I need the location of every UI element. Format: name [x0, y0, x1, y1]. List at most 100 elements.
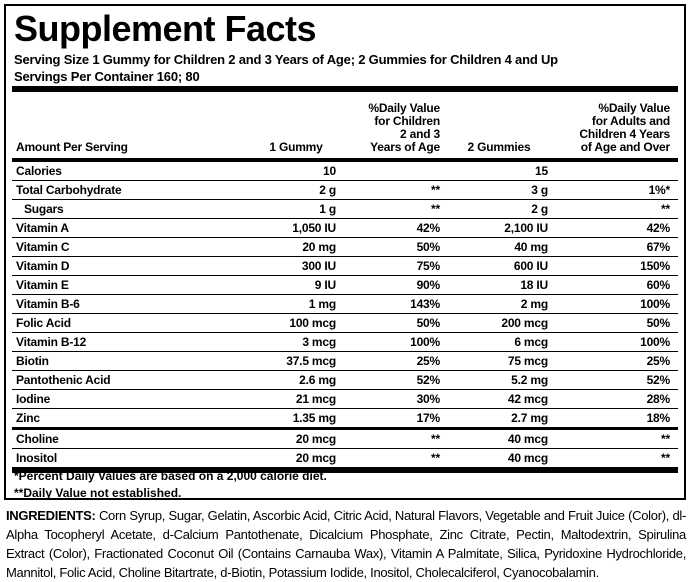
nutrient-value: 75% [346, 256, 450, 276]
nutrient-value: 2 g [256, 180, 346, 200]
nutrient-value: 1%* [560, 180, 678, 200]
nutrient-name: Vitamin A [12, 218, 256, 238]
footnote: *Percent Daily Values are based on a 2,0… [14, 469, 327, 483]
header-line: 2 and 3 [400, 127, 440, 141]
nutrient-value: 100% [560, 294, 678, 314]
header-line: Children 4 Years [579, 127, 670, 141]
nutrient-name: Biotin [12, 351, 256, 371]
nutrient-name: Vitamin B-12 [12, 332, 256, 352]
serving-size: Serving Size 1 Gummy for Children 2 and … [14, 52, 558, 67]
nutrient-name: Pantothenic Acid [12, 370, 256, 390]
header-line: of Age and Over [580, 140, 670, 154]
nutrient-value: 18% [560, 408, 678, 430]
nutrient-row: Calories 10 15 [12, 160, 678, 181]
nutrient-row: Vitamin C 20 mg 50% 40 mg 67% [12, 237, 678, 257]
header-line: 1 Gummy [269, 140, 323, 154]
nutrient-value: 75 mcg [450, 351, 560, 371]
nutrient-row: Choline 20 mcg ** 40 mcg ** [12, 428, 678, 449]
nutrient-value: 3 mcg [256, 332, 346, 352]
nutrient-value: 50% [346, 237, 450, 257]
nutrient-value: 42% [346, 218, 450, 238]
title: Supplement Facts [14, 8, 317, 49]
header-line: 2 Gummies [467, 140, 531, 154]
header-line: %Daily Value [368, 101, 440, 115]
footnote: **Daily Value not established. [14, 486, 182, 500]
nutrient-value: 20 mcg [256, 448, 346, 473]
nutrient-value: 100% [560, 332, 678, 352]
nutrient-value: 18 IU [450, 275, 560, 295]
nutrient-row: Pantothenic Acid 2.6 mg 52% 5.2 mg 52% [12, 370, 678, 390]
nutrient-value: ** [346, 428, 450, 449]
nutrient-value: ** [346, 199, 450, 219]
nutrient-value: 6 mcg [450, 332, 560, 352]
nutrient-row: Vitamin B-6 1 mg 143% 2 mg 100% [12, 294, 678, 314]
nutrient-value: 20 mg [256, 237, 346, 257]
supplement-facts-panel: Supplement Facts Serving Size 1 Gummy fo… [4, 4, 686, 500]
nutrient-value: 100% [346, 332, 450, 352]
nutrient-value: 2,100 IU [450, 218, 560, 238]
nutrient-row: Inositol 20 mcg ** 40 mcg ** [12, 448, 678, 473]
nutrient-value: 52% [346, 370, 450, 390]
nutrient-value: 3 g [450, 180, 560, 200]
nutrient-value: 60% [560, 275, 678, 295]
header-row: Amount Per Serving 1 Gummy %Daily Value for… [12, 92, 678, 162]
nutrient-value: ** [560, 448, 678, 473]
nutrient-value: 1 mg [256, 294, 346, 314]
nutrient-value: 25% [560, 351, 678, 371]
nutrient-value: 2 g [450, 199, 560, 219]
nutrient-name: Iodine [12, 389, 256, 409]
nutrient-row: Total Carbohydrate 2 g ** 3 g 1%* [12, 180, 678, 200]
header-line: Years of Age [370, 140, 440, 154]
nutrient-value: 67% [560, 237, 678, 257]
nutrient-value: 150% [560, 256, 678, 276]
facts-table: Amount Per Serving 1 Gummy %Daily Value for… [12, 92, 678, 473]
nutrient-value: ** [560, 428, 678, 449]
header-line: %Daily Value [598, 101, 670, 115]
ingredients-label: INGREDIENTS: [6, 508, 96, 523]
nutrient-value: 40 mcg [450, 448, 560, 473]
nutrient-value [346, 160, 450, 181]
nutrient-value: 9 IU [256, 275, 346, 295]
column-header: Amount Per Serving [12, 92, 256, 162]
nutrient-value: 200 mcg [450, 313, 560, 333]
rule [12, 86, 678, 92]
nutrient-name: Zinc [12, 408, 256, 430]
nutrient-value: 21 mcg [256, 389, 346, 409]
nutrient-value: 42% [560, 218, 678, 238]
ingredients: INGREDIENTS: Corn Syrup, Sugar, Gelatin,… [6, 506, 686, 582]
nutrient-row: Vitamin B-12 3 mcg 100% 6 mcg 100% [12, 332, 678, 352]
header-line: for Adults and [591, 114, 670, 128]
nutrient-name: Sugars [12, 199, 256, 219]
nutrient-row: Folic Acid 100 mcg 50% 200 mcg 50% [12, 313, 678, 333]
nutrient-value: 143% [346, 294, 450, 314]
nutrient-value: 20 mcg [256, 428, 346, 449]
nutrient-value: 37.5 mcg [256, 351, 346, 371]
nutrient-value: 30% [346, 389, 450, 409]
nutrient-value: 1,050 IU [256, 218, 346, 238]
nutrient-value: 1.35 mg [256, 408, 346, 430]
nutrient-name: Inositol [12, 448, 256, 473]
nutrient-name: Folic Acid [12, 313, 256, 333]
nutrient-value: 600 IU [450, 256, 560, 276]
nutrient-name: Total Carbohydrate [12, 180, 256, 200]
nutrient-value: 90% [346, 275, 450, 295]
nutrient-value: 17% [346, 408, 450, 430]
header-line: Amount Per Serving [16, 140, 128, 154]
nutrient-name: Vitamin E [12, 275, 256, 295]
nutrient-row: Vitamin A 1,050 IU 42% 2,100 IU 42% [12, 218, 678, 238]
ingredients-text: Corn Syrup, Sugar, Gelatin, Ascorbic Aci… [6, 508, 686, 580]
nutrient-value: 5.2 mg [450, 370, 560, 390]
nutrient-value: 42 mcg [450, 389, 560, 409]
column-header: %Daily Value for Adults and Children 4 Yea… [560, 92, 678, 162]
nutrient-name: Choline [12, 428, 256, 449]
nutrient-value: ** [346, 180, 450, 200]
nutrient-value: ** [346, 448, 450, 473]
nutrient-row: Biotin 37.5 mcg 25% 75 mcg 25% [12, 351, 678, 371]
column-header: %Daily Value for Children 2 and 3 Years of … [346, 92, 450, 162]
footnotes: *Percent Daily Values are based on a 2,0… [14, 468, 327, 502]
servings-per-container: Servings Per Container 160; 80 [14, 69, 200, 84]
nutrient-value [560, 160, 678, 181]
nutrient-value: 100 mcg [256, 313, 346, 333]
